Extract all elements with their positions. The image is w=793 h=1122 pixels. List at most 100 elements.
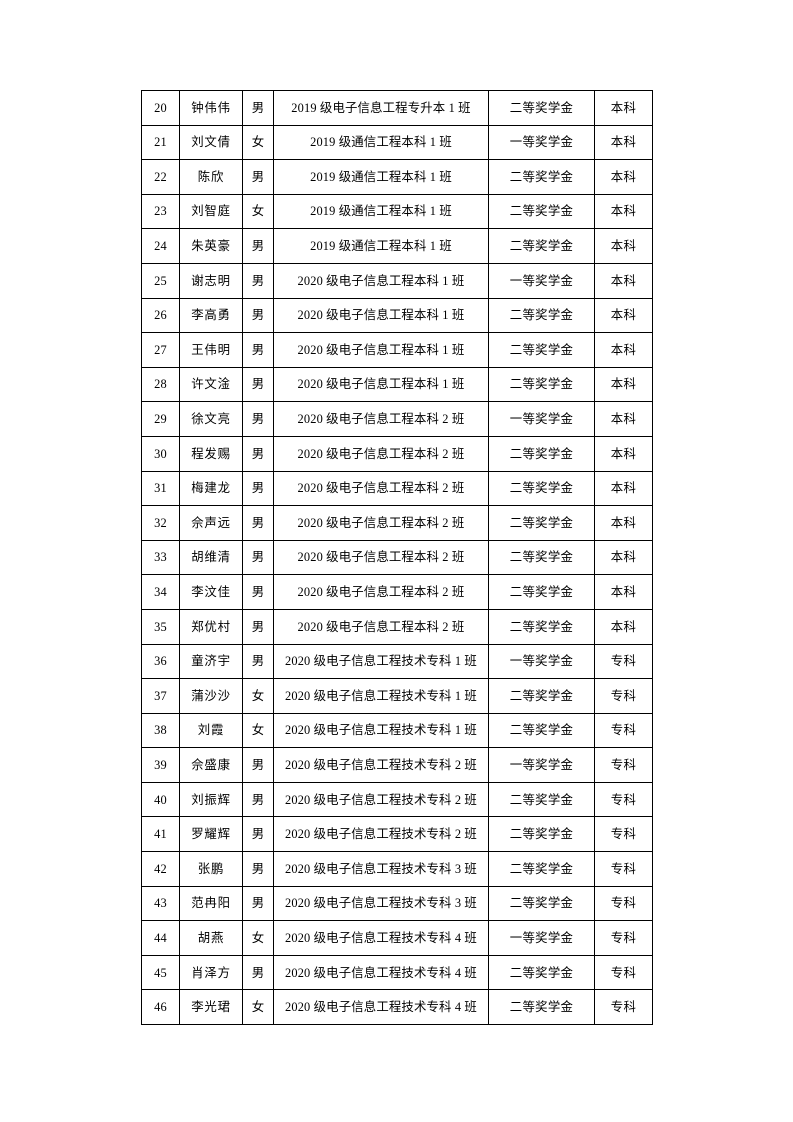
student-gender: 男: [242, 470, 274, 507]
student-name: 范冉阳: [179, 885, 243, 922]
student-name: 罗耀辉: [179, 816, 243, 853]
award-level: 二等奖学金: [488, 470, 595, 507]
student-name: 佘盛康: [179, 747, 243, 783]
table-row: 30 程发赐男 2020 级电子信息工程本科 2 班二等奖学金 本科: [141, 435, 653, 472]
education-level: 本科: [594, 193, 653, 230]
student-gender: 男: [242, 505, 274, 541]
student-name: 王伟明: [179, 332, 243, 368]
student-gender: 女: [242, 712, 274, 749]
table-row: 28 许文淦男 2020 级电子信息工程本科 1 班二等奖学金 本科: [141, 366, 653, 403]
row-index: 41: [141, 816, 180, 853]
student-gender: 男: [242, 366, 274, 403]
student-class: 2020 级电子信息工程技术专科 4 班: [273, 989, 489, 1026]
award-level: 二等奖学金: [488, 608, 595, 645]
table-row: 42 张鹏男 2020 级电子信息工程技术专科 3 班二等奖学金 专科: [141, 851, 653, 887]
student-gender: 男: [242, 816, 274, 853]
award-level: 二等奖学金: [488, 297, 595, 334]
table-row: 38 刘霞女 2020 级电子信息工程技术专科 1 班二等奖学金 专科: [141, 712, 653, 749]
table-row: 25 谢志明男 2020 级电子信息工程本科 1 班一等奖学金 本科: [141, 262, 653, 299]
student-class: 2020 级电子信息工程本科 2 班: [273, 539, 489, 576]
student-gender: 女: [242, 193, 274, 230]
row-index: 22: [141, 159, 180, 195]
row-index: 27: [141, 332, 180, 368]
student-class: 2020 级电子信息工程本科 2 班: [273, 505, 489, 541]
award-level: 二等奖学金: [488, 885, 595, 922]
education-level: 本科: [594, 608, 653, 645]
row-index: 42: [141, 851, 180, 887]
student-name: 刘文倩: [179, 124, 243, 161]
student-name: 刘智庭: [179, 193, 243, 230]
award-level: 二等奖学金: [488, 505, 595, 541]
education-level: 专科: [594, 885, 653, 922]
award-level: 一等奖学金: [488, 262, 595, 299]
student-name: 李汶佳: [179, 574, 243, 610]
student-class: 2020 级电子信息工程本科 1 班: [273, 366, 489, 403]
table-row: 35 郑优村男 2020 级电子信息工程本科 2 班二等奖学金 本科: [141, 608, 653, 645]
table-row: 27 王伟明男 2020 级电子信息工程本科 1 班二等奖学金 本科: [141, 332, 653, 368]
student-gender: 男: [242, 643, 274, 680]
student-name: 胡燕: [179, 920, 243, 956]
award-level: 二等奖学金: [488, 332, 595, 368]
student-class: 2020 级电子信息工程技术专科 4 班: [273, 920, 489, 956]
table-row: 46 李光珺女 2020 级电子信息工程技术专科 4 班二等奖学金 专科: [141, 989, 653, 1026]
table-row: 34 李汶佳男 2020 级电子信息工程本科 2 班二等奖学金 本科: [141, 574, 653, 610]
student-class: 2020 级电子信息工程技术专科 3 班: [273, 885, 489, 922]
education-level: 本科: [594, 90, 653, 126]
row-index: 34: [141, 574, 180, 610]
award-level: 二等奖学金: [488, 90, 595, 126]
education-level: 本科: [594, 435, 653, 472]
student-class: 2019 级电子信息工程专升本 1 班: [273, 90, 489, 126]
award-level: 二等奖学金: [488, 159, 595, 195]
education-level: 专科: [594, 643, 653, 680]
table-row: 45 肖泽方男 2020 级电子信息工程技术专科 4 班二等奖学金 专科: [141, 954, 653, 991]
table-row: 23 刘智庭女 2019 级通信工程本科 1 班二等奖学金 本科: [141, 193, 653, 230]
student-gender: 男: [242, 539, 274, 576]
student-class: 2020 级电子信息工程技术专科 2 班: [273, 816, 489, 853]
education-level: 本科: [594, 470, 653, 507]
student-class: 2019 级通信工程本科 1 班: [273, 159, 489, 195]
student-name: 刘振辉: [179, 781, 243, 818]
award-table-container: 20 钟伟伟男 2019 级电子信息工程专升本 1 班二等奖学金 本科 21 刘文倩女 20…: [141, 90, 653, 1026]
education-level: 本科: [594, 228, 653, 264]
award-level: 二等奖学金: [488, 954, 595, 991]
table-row: 21 刘文倩女 2019 级通信工程本科 1 班一等奖学金 本科: [141, 124, 653, 161]
education-level: 专科: [594, 989, 653, 1026]
education-level: 专科: [594, 747, 653, 783]
education-level: 本科: [594, 539, 653, 576]
award-level: 二等奖学金: [488, 712, 595, 749]
award-level: 一等奖学金: [488, 747, 595, 783]
student-class: 2020 级电子信息工程本科 2 班: [273, 470, 489, 507]
row-index: 20: [141, 90, 180, 126]
row-index: 26: [141, 297, 180, 334]
award-level: 二等奖学金: [488, 574, 595, 610]
education-level: 专科: [594, 712, 653, 749]
row-index: 25: [141, 262, 180, 299]
student-class: 2019 级通信工程本科 1 班: [273, 193, 489, 230]
student-name: 程发赐: [179, 435, 243, 472]
student-class: 2020 级电子信息工程技术专科 2 班: [273, 747, 489, 783]
row-index: 23: [141, 193, 180, 230]
award-level: 二等奖学金: [488, 989, 595, 1026]
table-row: 41 罗耀辉男 2020 级电子信息工程技术专科 2 班二等奖学金 专科: [141, 816, 653, 853]
student-name: 陈欣: [179, 159, 243, 195]
education-level: 专科: [594, 851, 653, 887]
student-name: 肖泽方: [179, 954, 243, 991]
table-row: 24 朱英豪男 2019 级通信工程本科 1 班二等奖学金 本科: [141, 228, 653, 264]
row-index: 21: [141, 124, 180, 161]
student-gender: 女: [242, 989, 274, 1026]
award-level: 二等奖学金: [488, 781, 595, 818]
education-level: 本科: [594, 159, 653, 195]
student-class: 2019 级通信工程本科 1 班: [273, 228, 489, 264]
table-row: 44 胡燕女 2020 级电子信息工程技术专科 4 班一等奖学金 专科: [141, 920, 653, 956]
student-gender: 男: [242, 332, 274, 368]
student-class: 2020 级电子信息工程本科 1 班: [273, 332, 489, 368]
scholarship-award-table: 20 钟伟伟男 2019 级电子信息工程专升本 1 班二等奖学金 本科 21 刘文倩女 20…: [141, 90, 653, 1026]
education-level: 专科: [594, 678, 653, 714]
table-row: 37 蒲沙沙女 2020 级电子信息工程技术专科 1 班二等奖学金 专科: [141, 678, 653, 714]
table-row: 20 钟伟伟男 2019 级电子信息工程专升本 1 班二等奖学金 本科: [141, 90, 653, 126]
student-gender: 男: [242, 574, 274, 610]
student-name: 刘霞: [179, 712, 243, 749]
row-index: 39: [141, 747, 180, 783]
row-index: 30: [141, 435, 180, 472]
award-level: 二等奖学金: [488, 435, 595, 472]
